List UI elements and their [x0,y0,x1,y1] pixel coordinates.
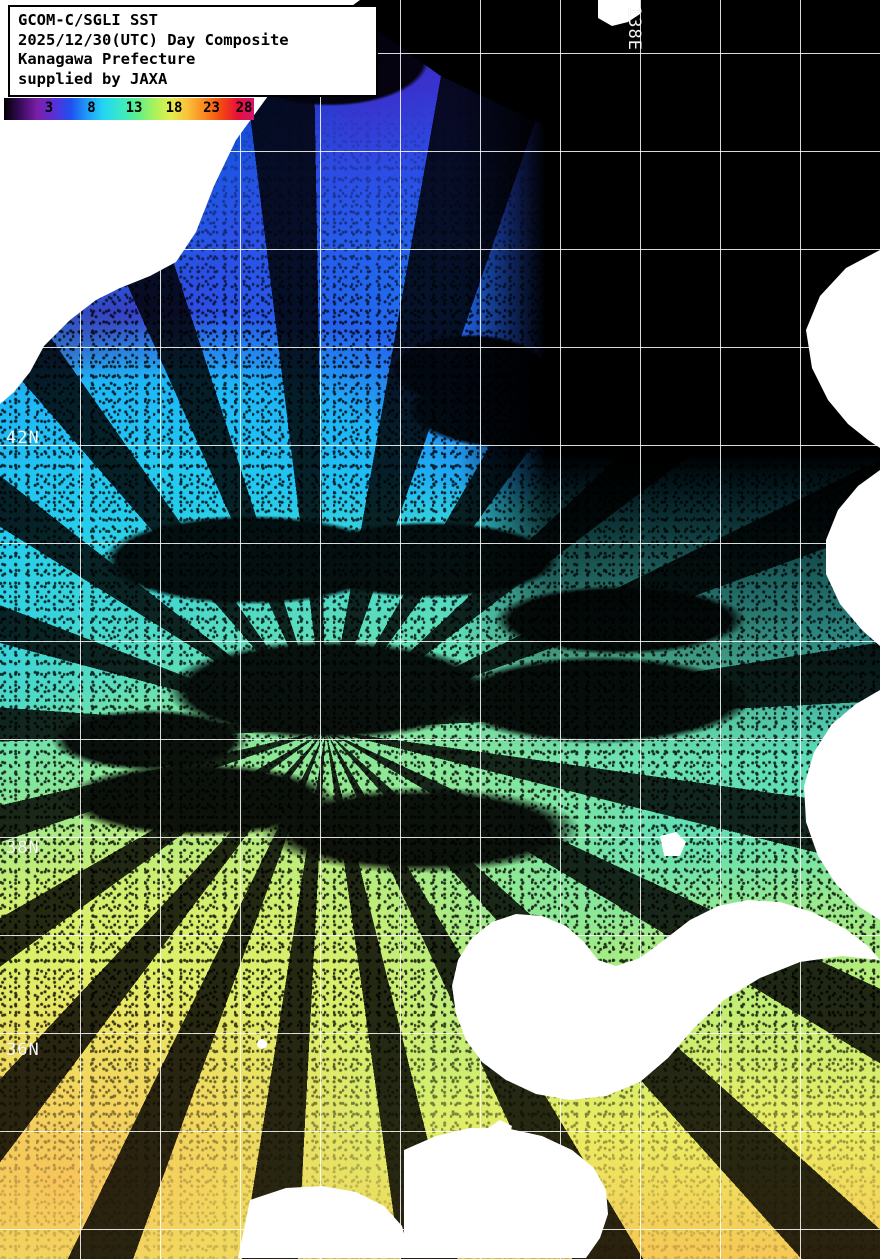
colorbar-tick-23: 23 [203,100,220,116]
title-line-date: 2025/12/30(UTC) Day Composite [18,30,289,49]
title-line-product: GCOM-C/SGLI SST [18,11,158,29]
colorbar-gradient [4,98,254,120]
colorbar-tick-18: 18 [165,100,183,116]
title-line-region: Kanagawa Prefecture [18,50,196,68]
colorbar-tick-13: 13 [125,100,143,116]
title-box: GCOM-C/SGLI SST 2025/12/30(UTC) Day Comp… [8,5,378,97]
colorbar: 3 8 13 18 23 28 [4,98,254,120]
colorbar-tick-8: 8 [87,100,96,116]
colorbar-tick-3: 3 [44,100,54,116]
title-line-supplier: supplied by JAXA [18,69,168,88]
colorbar-tick-28: 28 [235,100,253,116]
